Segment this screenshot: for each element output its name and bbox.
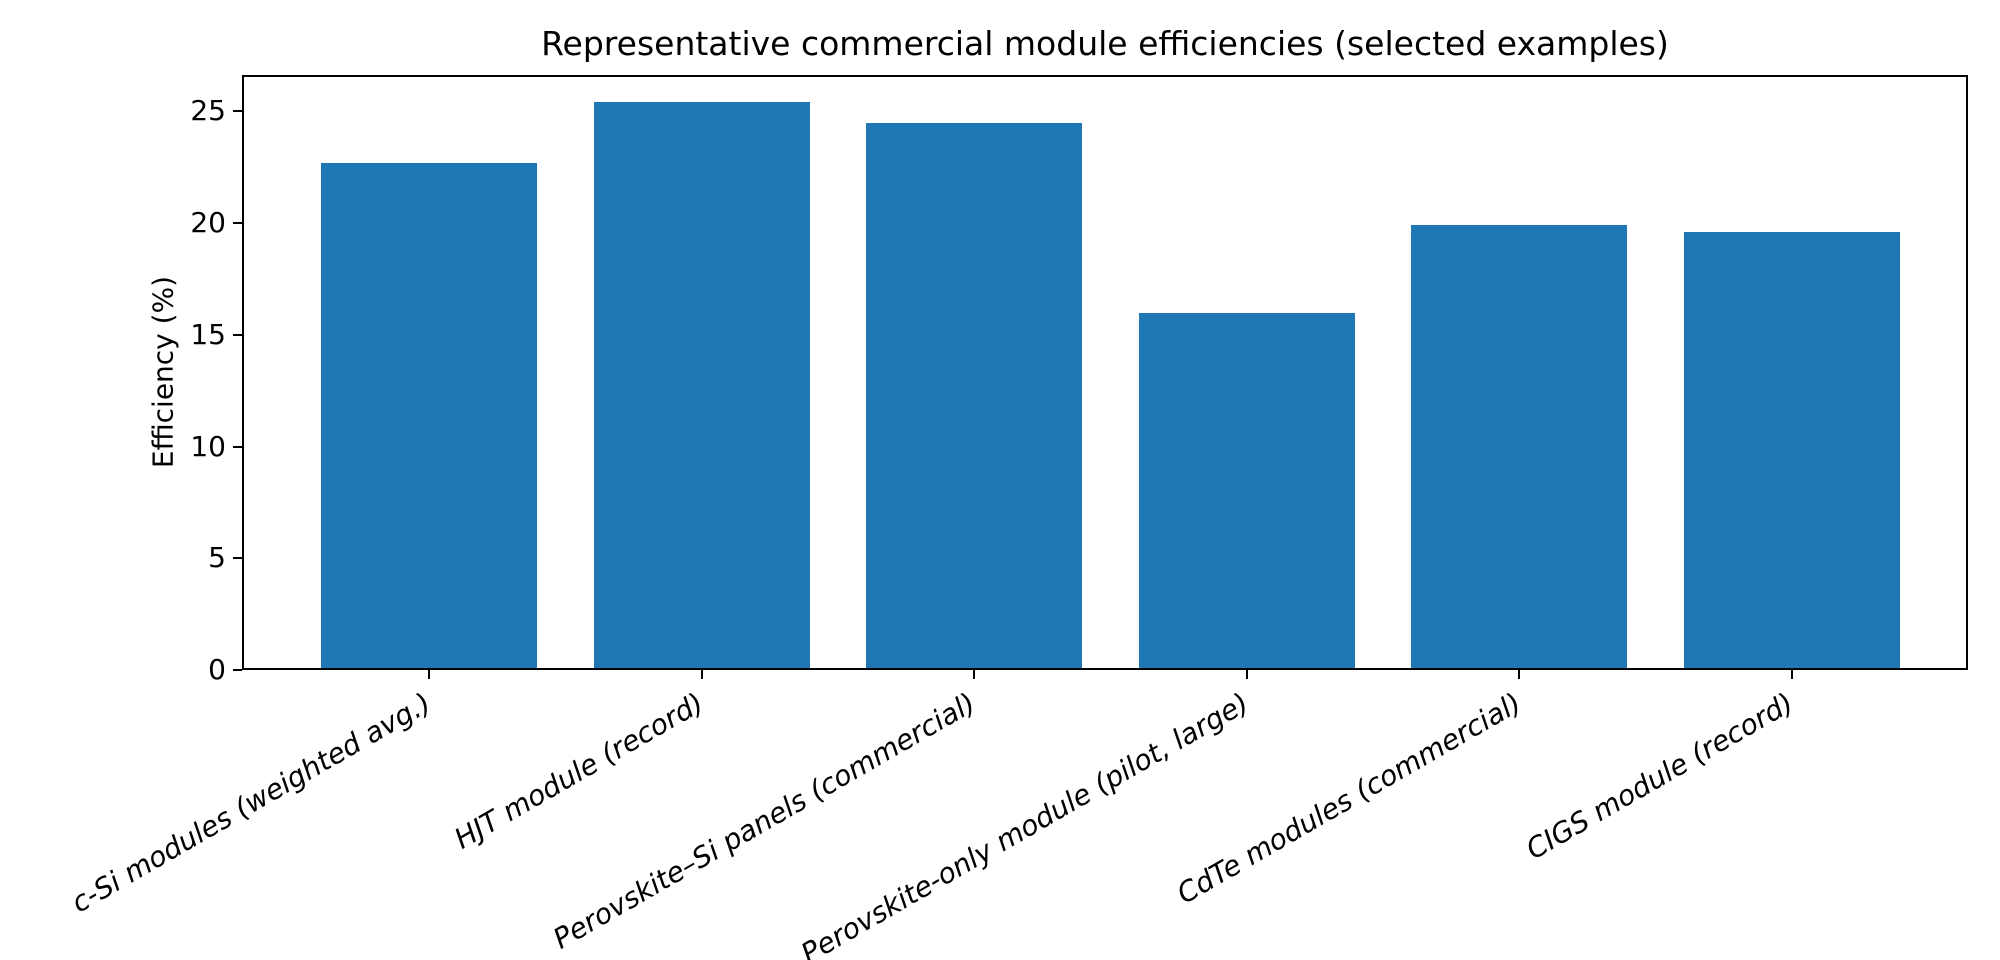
y-axis-label: Efficiency (%) — [146, 275, 180, 469]
bar-5 — [1411, 225, 1627, 670]
x-tick-label: HJT module (record) — [448, 686, 709, 856]
y-tick-label: 5 — [208, 541, 226, 575]
x-tick-mark — [973, 670, 975, 679]
x-tick-mark — [1518, 670, 1520, 679]
y-tick-mark — [233, 222, 242, 225]
x-tick-label: Perovskite–Si panels (commercial) — [547, 686, 982, 956]
chart-title: Representative commercial module efficie… — [541, 24, 1669, 63]
x-tick-mark — [428, 670, 430, 679]
y-tick-label: 10 — [190, 429, 226, 463]
y-tick-label: 20 — [190, 206, 226, 240]
bar-6 — [1683, 232, 1900, 670]
y-tick-mark — [233, 110, 242, 113]
plot-area — [242, 75, 1968, 670]
x-tick-mark — [700, 670, 703, 679]
x-tick-label: c-Si modules (weighted avg.) — [65, 686, 437, 920]
y-tick-label: 0 — [208, 653, 226, 686]
x-tick-mark — [1245, 670, 1248, 679]
y-tick-mark — [233, 333, 242, 336]
bar-2 — [593, 102, 810, 670]
bar-4 — [1138, 312, 1355, 670]
bar-1 — [321, 162, 537, 670]
y-tick-mark — [233, 445, 242, 448]
y-tick-label: 15 — [190, 317, 226, 351]
y-tick-mark — [233, 557, 242, 560]
x-tick-label: CIGS module (record) — [1520, 686, 1799, 867]
bar-3 — [866, 122, 1082, 670]
x-tick-mark — [1790, 670, 1793, 679]
y-tick-label: 25 — [190, 94, 226, 128]
x-tick-label: Perovskite-only module (pilot, large) — [795, 686, 1254, 960]
y-tick-mark — [233, 669, 242, 671]
